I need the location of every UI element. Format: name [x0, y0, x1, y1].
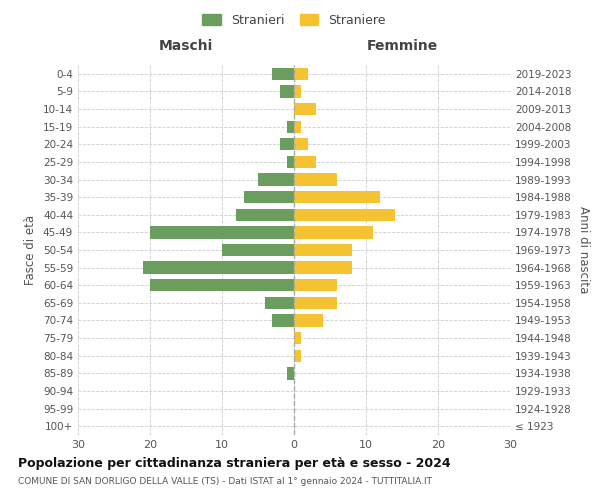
Bar [294, 103, 316, 115]
Bar [265, 296, 294, 309]
Bar [294, 226, 373, 238]
Bar [280, 138, 294, 150]
Bar [143, 262, 294, 274]
Bar [294, 68, 308, 80]
Text: COMUNE DI SAN DORLIGO DELLA VALLE (TS) - Dati ISTAT al 1° gennaio 2024 - TUTTITA: COMUNE DI SAN DORLIGO DELLA VALLE (TS) -… [18, 478, 432, 486]
Bar [244, 191, 294, 203]
Text: Femmine: Femmine [367, 38, 437, 52]
Bar [287, 156, 294, 168]
Bar [294, 244, 352, 256]
Bar [258, 174, 294, 186]
Bar [222, 244, 294, 256]
Bar [294, 262, 352, 274]
Bar [294, 208, 395, 221]
Text: Popolazione per cittadinanza straniera per età e sesso - 2024: Popolazione per cittadinanza straniera p… [18, 458, 451, 470]
Y-axis label: Fasce di età: Fasce di età [25, 215, 37, 285]
Bar [280, 86, 294, 98]
Bar [294, 332, 301, 344]
Bar [287, 367, 294, 380]
Y-axis label: Anni di nascita: Anni di nascita [577, 206, 590, 294]
Bar [294, 120, 301, 133]
Bar [294, 191, 380, 203]
Bar [294, 314, 323, 326]
Bar [150, 226, 294, 238]
Bar [294, 296, 337, 309]
Bar [272, 68, 294, 80]
Bar [294, 156, 316, 168]
Bar [294, 174, 337, 186]
Legend: Stranieri, Straniere: Stranieri, Straniere [197, 8, 391, 32]
Text: Maschi: Maschi [159, 38, 213, 52]
Bar [287, 120, 294, 133]
Bar [272, 314, 294, 326]
Bar [294, 86, 301, 98]
Bar [236, 208, 294, 221]
Bar [294, 350, 301, 362]
Bar [294, 279, 337, 291]
Bar [150, 279, 294, 291]
Bar [294, 138, 308, 150]
